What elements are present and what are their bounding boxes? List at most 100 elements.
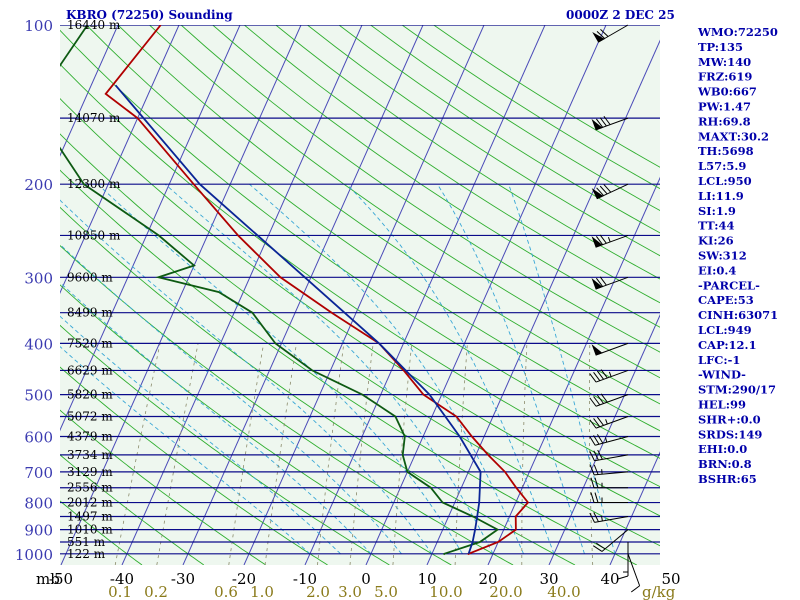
barb-flag	[599, 276, 607, 286]
index-value: LCL:950	[698, 174, 752, 188]
wind-barbs	[589, 24, 641, 593]
height-label: 5820 m	[67, 388, 113, 402]
temperature-tick-label: 50	[661, 570, 680, 588]
wind-barb	[617, 542, 629, 580]
height-label: 14070 m	[67, 111, 121, 125]
dry-adiabat	[60, 284, 452, 565]
parcel-profile	[114, 84, 482, 555]
mixing-ratio-tick-label: 0.2	[144, 583, 168, 600]
dry-adiabat	[60, 409, 266, 565]
mixing-ratio-tick-label: 5.0	[374, 583, 398, 600]
temperature-tick-label: -20	[232, 570, 256, 588]
index-value: L57:5.9	[698, 159, 746, 173]
barb-half-flag	[607, 237, 611, 243]
barb-half-flag	[601, 515, 603, 522]
height-label: 3734 m	[67, 448, 113, 462]
mixing-ratio-tick-label: 3.0	[338, 583, 362, 600]
wind-barb	[591, 342, 629, 356]
barb-pennant	[591, 236, 603, 248]
mixing-ratio-tick-label: 40.0	[547, 583, 580, 600]
dry-adiabat	[60, 97, 660, 517]
index-value: SHR+:0.0	[698, 412, 761, 426]
index-value: FRZ:619	[698, 70, 752, 84]
barb-flag	[590, 477, 595, 488]
height-label: 9600 m	[67, 270, 113, 284]
index-value: -PARCEL-	[698, 278, 760, 292]
temperature-tick-label: -30	[171, 570, 195, 588]
mixing-ratio-unit: g/kg	[642, 583, 676, 600]
index-value: TH:5698	[698, 144, 754, 158]
height-label: 551 m	[67, 535, 106, 549]
wind-barb	[589, 434, 629, 446]
index-value: BRN:0.8	[698, 457, 752, 471]
mixing-ratio-tick-label: 10.0	[429, 583, 462, 600]
barb-flag	[596, 30, 605, 39]
dry-adiabat	[60, 63, 660, 488]
height-label: 122 m	[67, 547, 106, 561]
barb-flag	[589, 436, 596, 446]
barb-flag	[617, 575, 629, 580]
index-value: EI:0.4	[698, 263, 736, 277]
index-value: HEL:99	[698, 398, 746, 412]
pressure-tick-label: 400	[24, 335, 53, 353]
mixing-ratio-line	[317, 343, 345, 565]
wind-barb	[591, 183, 629, 200]
height-label: 8499 m	[67, 306, 113, 320]
barb-half-flag	[605, 419, 608, 425]
dry-adiabat	[60, 454, 205, 565]
barb-flag	[589, 512, 595, 523]
temperature-profile	[104, 25, 530, 556]
barb-staff	[627, 553, 641, 586]
barb-flag	[599, 117, 607, 127]
barb-half-flag	[604, 437, 608, 443]
barb-flag	[603, 115, 611, 125]
wind-barb	[627, 553, 641, 593]
index-value: -WIND-	[698, 368, 746, 382]
isotherm-line	[60, 25, 241, 432]
barb-flag	[600, 28, 609, 37]
barb-flag	[594, 477, 599, 488]
index-value: STM:290/17	[698, 383, 776, 397]
mixing-ratio-line	[392, 343, 413, 565]
mixing-ratio-tick-label: 20.0	[489, 583, 522, 600]
barb-staff	[594, 471, 629, 476]
barb-flag	[594, 492, 599, 503]
temperature-tick-label: 20	[478, 570, 497, 588]
barb-flag	[593, 418, 601, 428]
temperature-tick-label: 10	[417, 570, 436, 588]
barb-flag	[589, 397, 597, 407]
barb-flag	[595, 235, 604, 245]
index-value: EHI:0.0	[698, 442, 747, 456]
mixing-ratio-line	[156, 343, 199, 565]
index-value: TT:44	[698, 219, 735, 233]
wind-barb	[592, 24, 629, 43]
dry-adiabat	[307, 25, 660, 257]
height-label: 6629 m	[67, 363, 113, 377]
dry-adiabat	[60, 324, 390, 565]
index-value: BSHR:65	[698, 472, 757, 486]
moist-adiabat	[60, 243, 402, 555]
barb-flag	[595, 277, 604, 287]
height-label: 4379 m	[67, 429, 113, 443]
mixing-ratio-line	[114, 343, 161, 565]
barb-flag	[603, 184, 612, 193]
mixing-ratio-tick-label: 2.0	[306, 583, 330, 600]
barb-flag	[589, 419, 597, 429]
isotherm-line	[609, 451, 660, 565]
dry-adiabat	[60, 206, 576, 565]
barb-pennant	[591, 278, 603, 290]
isotherm-line	[487, 176, 660, 565]
pressure-tick-label: 600	[24, 428, 53, 446]
temperature-tick-label: 0	[361, 570, 371, 588]
pressure-tick-label: 1000	[15, 546, 53, 564]
index-value: WMO:72250	[697, 25, 778, 39]
wind-barb	[591, 276, 629, 290]
barb-pennant	[591, 118, 603, 131]
pressure-tick-label: 200	[24, 176, 53, 194]
moist-adiabat	[60, 282, 372, 555]
mixing-ratio-line	[521, 343, 528, 565]
mixing-ratio-tick-label: 1.0	[250, 583, 274, 600]
dry-adiabat	[149, 25, 660, 379]
barb-flag	[596, 416, 604, 426]
